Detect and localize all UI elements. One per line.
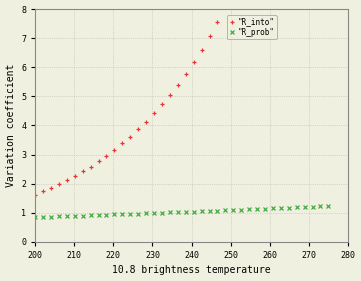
"R_into" — [128, 135, 132, 138]
"R_into" — [199, 48, 204, 51]
"R_into" — [215, 21, 219, 24]
"R_prob" — [81, 214, 85, 217]
"R_prob" — [247, 208, 251, 211]
"R_into" — [136, 128, 140, 131]
"R_prob" — [255, 207, 259, 211]
"R_prob" — [207, 209, 212, 213]
Y-axis label: Variation coefficient: Variation coefficient — [5, 64, 16, 187]
"R_prob" — [223, 209, 227, 212]
"R_prob" — [326, 204, 331, 208]
"R_prob" — [183, 210, 188, 214]
"R_into" — [104, 154, 109, 157]
"R_prob" — [57, 215, 61, 218]
"R_prob" — [239, 208, 243, 211]
X-axis label: 10.8 brightness temperature: 10.8 brightness temperature — [112, 266, 271, 275]
"R_into" — [57, 183, 61, 186]
"R_prob" — [199, 210, 204, 213]
"R_prob" — [73, 214, 77, 217]
"R_prob" — [295, 206, 299, 209]
"R_prob" — [65, 214, 69, 218]
"R_prob" — [96, 213, 101, 217]
"R_prob" — [176, 210, 180, 214]
"R_into" — [223, 5, 227, 9]
"R_prob" — [318, 205, 323, 208]
"R_into" — [168, 93, 172, 97]
"R_prob" — [33, 216, 37, 219]
"R_prob" — [88, 214, 93, 217]
"R_prob" — [104, 213, 109, 216]
"R_prob" — [168, 211, 172, 214]
"R_into" — [120, 142, 125, 145]
"R_prob" — [112, 213, 117, 216]
"R_prob" — [287, 206, 291, 209]
"R_prob" — [263, 207, 267, 210]
"R_into" — [112, 148, 117, 151]
Legend: "R_into", "R_prob": "R_into", "R_prob" — [227, 15, 277, 39]
"R_prob" — [191, 210, 196, 213]
"R_into" — [144, 120, 148, 123]
"R_prob" — [144, 212, 148, 215]
"R_into" — [81, 170, 85, 173]
"R_into" — [176, 83, 180, 86]
"R_into" — [49, 186, 53, 190]
"R_prob" — [120, 212, 125, 216]
"R_into" — [73, 174, 77, 178]
"R_into" — [88, 165, 93, 168]
"R_into" — [33, 193, 37, 196]
"R_prob" — [279, 206, 283, 210]
"R_prob" — [128, 212, 132, 216]
"R_prob" — [160, 211, 164, 214]
"R_into" — [160, 103, 164, 106]
"R_into" — [183, 72, 188, 76]
"R_into" — [207, 35, 212, 38]
"R_prob" — [41, 215, 45, 219]
"R_prob" — [231, 208, 235, 212]
"R_prob" — [136, 212, 140, 215]
"R_prob" — [310, 205, 315, 208]
"R_into" — [41, 190, 45, 193]
"R_into" — [96, 160, 101, 163]
Line: "R_into": "R_into" — [33, 0, 331, 197]
"R_prob" — [271, 207, 275, 210]
"R_into" — [152, 112, 156, 115]
"R_prob" — [152, 211, 156, 215]
"R_prob" — [215, 209, 219, 212]
Line: "R_prob": "R_prob" — [33, 203, 331, 219]
"R_into" — [191, 60, 196, 64]
"R_prob" — [49, 215, 53, 218]
"R_into" — [65, 178, 69, 182]
"R_prob" — [303, 205, 307, 209]
